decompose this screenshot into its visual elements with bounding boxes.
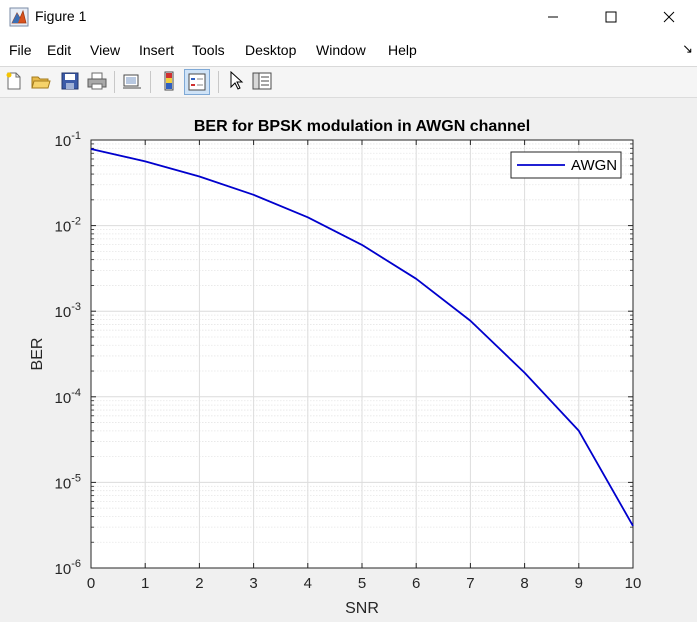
y-tick-label: 10-4 [55,387,81,407]
legend-entry: AWGN [571,157,617,174]
x-tick-label: 8 [520,575,528,592]
y-tick-label: 10-5 [55,472,81,492]
ber-plot[interactable]: 0 1 2 3 4 5 6 7 8 9 10 10-6 10-5 10-4 10-3 10-2 10-1 BER … [0,98,697,617]
menu-tools[interactable]: Tools [192,42,225,58]
toolbar-separator [150,71,151,93]
x-tick-label: 1 [141,575,149,592]
menu-view[interactable]: View [90,42,120,58]
menu-desktop[interactable]: Desktop [245,42,296,58]
dock-arrow-icon[interactable]: ↘ [682,41,693,57]
title-bar: Figure 1 [0,0,697,34]
chart-title: BER for BPSK modulation in AWGN channel [194,118,530,135]
menu-help[interactable]: Help [388,42,417,58]
menu-insert[interactable]: Insert [139,42,174,58]
y-tick-label: 10-1 [55,130,81,150]
y-axis-label: BER [29,338,46,371]
x-tick-label: 3 [249,575,257,592]
x-tick-label: 0 [87,575,95,592]
x-tick-label: 5 [358,575,366,592]
matlab-figure-icon [9,7,29,27]
figure-toolbar [0,67,697,98]
x-tick-label: 2 [195,575,203,592]
x-tick-label: 10 [625,575,642,592]
x-axis-label: SNR [345,600,379,617]
print-icon[interactable] [86,70,108,92]
figure-canvas: 0 1 2 3 4 5 6 7 8 9 10 10-6 10-5 10-4 10-3 10-2 10-1 BER … [0,98,697,617]
x-tick-label: 7 [466,575,474,592]
menu-file[interactable]: File [9,42,32,58]
menu-bar: File Edit View Insert Tools Desktop Wind… [0,34,697,67]
x-tick-label: 9 [575,575,583,592]
x-tick-label: 6 [412,575,420,592]
save-icon[interactable] [59,70,81,92]
open-property-inspector-icon[interactable] [251,70,273,92]
close-button[interactable] [646,0,692,34]
maximize-button[interactable] [588,0,634,34]
y-tick-label: 10-3 [55,301,81,321]
open-file-icon[interactable] [30,70,52,92]
y-tick-label: 10-2 [55,216,81,236]
edit-plot-icon[interactable] [225,70,247,92]
toolbar-separator [114,71,115,93]
new-figure-icon[interactable] [3,70,25,92]
toolbar-separator [218,71,219,93]
minimize-button[interactable] [530,0,576,34]
window-title: Figure 1 [35,8,86,24]
x-tick-label: 4 [304,575,312,592]
menu-window[interactable]: Window [316,42,366,58]
insert-colorbar-icon[interactable] [158,70,180,92]
menu-edit[interactable]: Edit [47,42,71,58]
link-plot-icon[interactable] [121,70,143,92]
insert-legend-icon[interactable] [184,69,210,95]
y-tick-label: 10-6 [55,558,81,578]
